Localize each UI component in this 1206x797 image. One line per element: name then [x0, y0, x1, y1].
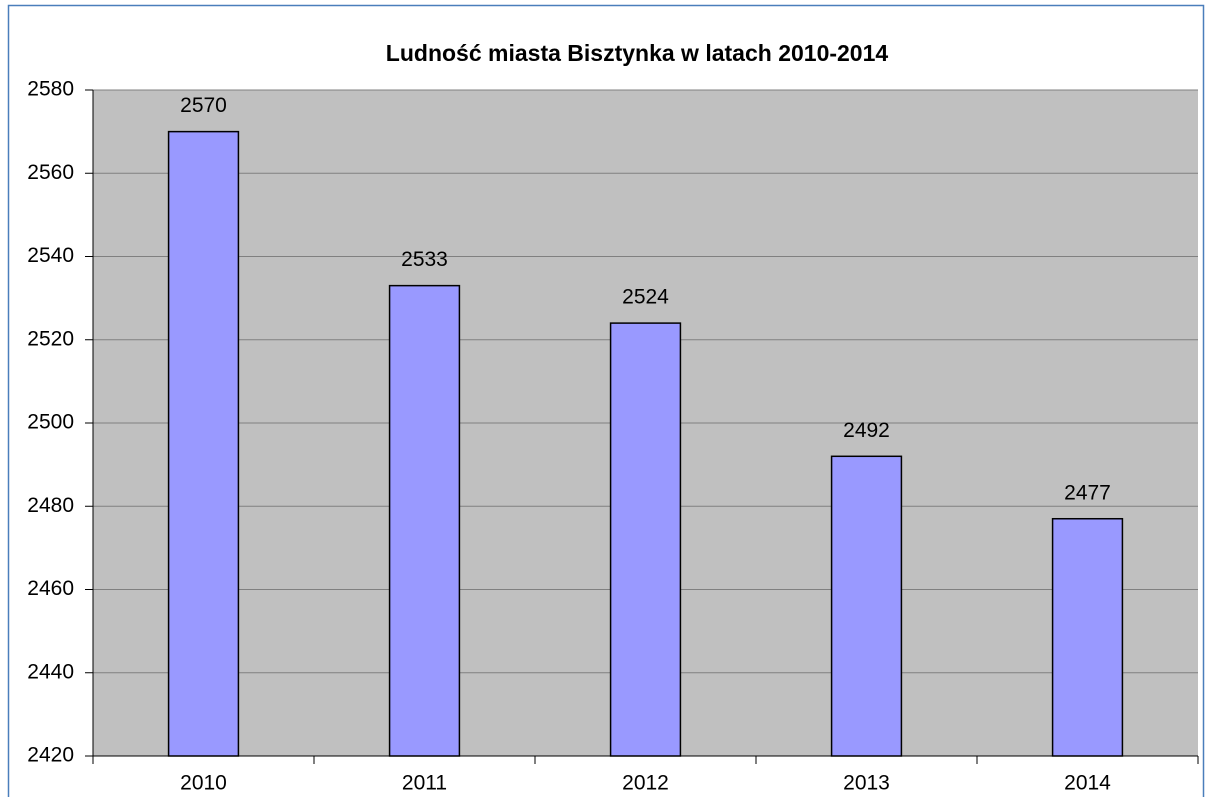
y-tick-label: 2460	[27, 577, 74, 600]
y-tick-label: 2560	[27, 161, 74, 184]
y-tick-label: 2420	[27, 744, 74, 767]
y-tick-label: 2440	[27, 660, 74, 683]
bar	[167, 130, 240, 757]
x-tick-label: 2012	[622, 772, 669, 795]
y-tick-label: 2580	[27, 78, 74, 101]
y-tick-label: 2520	[27, 327, 74, 350]
data-label: 2524	[622, 286, 669, 309]
bar	[388, 284, 461, 757]
x-tick-label: 2014	[1064, 772, 1111, 795]
y-tick-label: 2540	[27, 244, 74, 267]
data-label: 2533	[401, 248, 448, 271]
x-tick-label: 2013	[843, 772, 890, 795]
x-tick-label: 2010	[180, 772, 227, 795]
chart-title: Ludność miasta Bisztynka w latach 2010-2…	[386, 40, 889, 66]
data-label: 2477	[1064, 481, 1111, 504]
bar	[830, 455, 903, 757]
data-label: 2570	[180, 94, 227, 117]
y-tick-label: 2500	[27, 411, 74, 434]
bar	[609, 322, 682, 757]
data-label: 2492	[843, 419, 890, 442]
x-tick-label: 2011	[402, 772, 447, 795]
y-tick-label: 2480	[27, 494, 74, 517]
bar	[1051, 517, 1124, 757]
